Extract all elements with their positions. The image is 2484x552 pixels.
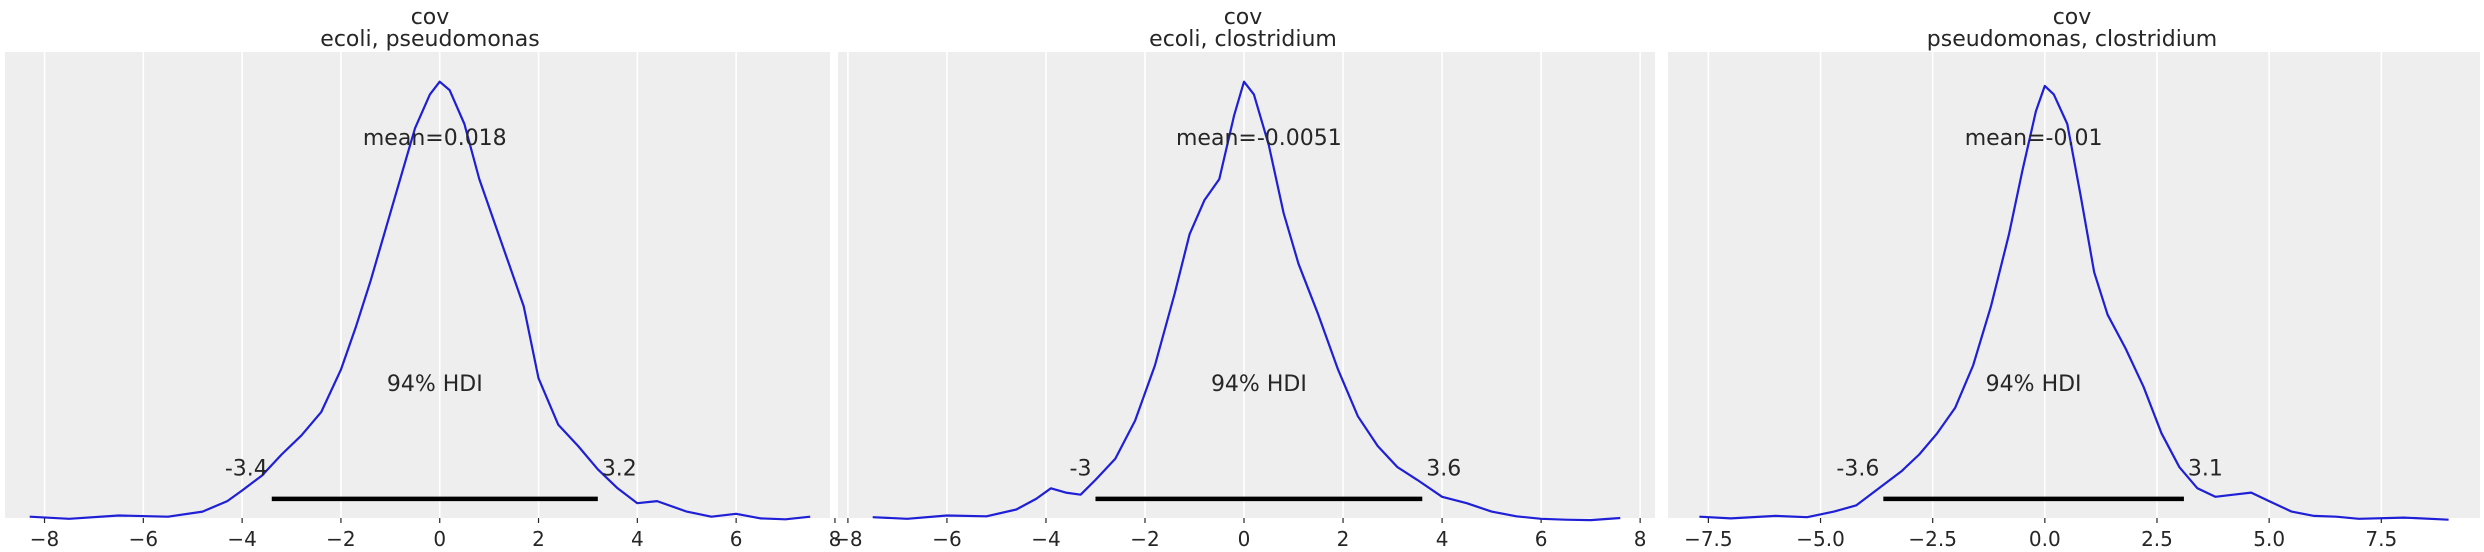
panel-title-line-2: ecoli, clostridium xyxy=(1149,27,1337,52)
x-tick-label: 0.0 xyxy=(2029,527,2061,551)
mean-label: mean=-0.0051 xyxy=(1176,126,1342,151)
panel-title-line-1: cov xyxy=(1224,5,1263,30)
hdi-label: 94% HDI xyxy=(1986,372,2082,397)
x-tick-label: 0 xyxy=(1238,527,1251,551)
hdi-upper-label: 3.1 xyxy=(2188,457,2223,482)
plot-area xyxy=(5,52,830,518)
x-tick-label: 2 xyxy=(1337,527,1350,551)
panel-title-line-1: cov xyxy=(411,5,450,30)
density-curve xyxy=(872,80,1621,522)
x-tick-label: −8 xyxy=(833,527,862,551)
x-tick-label: −4 xyxy=(227,527,256,551)
x-tick-label: −2 xyxy=(1130,527,1159,551)
x-tick-label: 2 xyxy=(532,527,545,551)
mean-label: mean=-0.01 xyxy=(1965,126,2103,151)
x-tick-label: 2.5 xyxy=(2141,527,2173,551)
panel-title-line-2: ecoli, pseudomonas xyxy=(320,27,539,52)
density-curve xyxy=(1699,84,2449,521)
mean-label: mean=0.018 xyxy=(363,126,507,151)
x-tick-label: 5.0 xyxy=(2253,527,2285,551)
x-tick-label: −7.5 xyxy=(1684,527,1733,551)
x-tick-label: 4 xyxy=(1436,527,1449,551)
x-tick-label: 7.5 xyxy=(2365,527,2397,551)
hdi-lower-label: -3 xyxy=(1070,457,1092,482)
plot-area xyxy=(838,52,1655,518)
x-tick-label: −4 xyxy=(1031,527,1060,551)
panel-cov-ecoli-clostridium: cov ecoli, clostridium −8 −6 −4 −2 0 2 4 6 8 -3 3.… xyxy=(833,5,1655,551)
hdi-upper-label: 3.2 xyxy=(602,457,637,482)
x-tick-label: 6 xyxy=(1535,527,1548,551)
x-tick-label: −6 xyxy=(932,527,961,551)
x-tick-label: 6 xyxy=(730,527,743,551)
x-tick-label: 0 xyxy=(433,527,446,551)
density-curve xyxy=(29,80,811,521)
x-tick-label: −2.5 xyxy=(1908,527,1957,551)
hdi-label: 94% HDI xyxy=(1211,372,1307,397)
x-tick-label: 4 xyxy=(631,527,644,551)
panel-cov-ecoli-pseudomonas: cov ecoli, pseudomonas −8 −6 −4 −2 0 2 4 6 8 -3.4… xyxy=(5,5,841,551)
x-tick-label: −6 xyxy=(129,527,158,551)
x-tick-label: −8 xyxy=(30,527,59,551)
panel-title-line-2: pseudomonas, clostridium xyxy=(1927,27,2217,52)
x-tick-label: 8 xyxy=(829,527,842,551)
hdi-lower-label: -3.6 xyxy=(1836,457,1879,482)
x-tick-label: 8 xyxy=(1634,527,1647,551)
hdi-label: 94% HDI xyxy=(387,372,483,397)
plot-area xyxy=(1668,52,2480,518)
hdi-upper-label: 3.6 xyxy=(1426,457,1461,482)
hdi-lower-label: -3.4 xyxy=(225,457,268,482)
panel-title-line-1: cov xyxy=(2053,5,2092,30)
x-tick-label: −5.0 xyxy=(1796,527,1845,551)
x-tick-label: −2 xyxy=(326,527,355,551)
panel-cov-pseudomonas-clostridium: cov pseudomonas, clostridium −7.5 −5.0 −2.… xyxy=(1668,5,2480,551)
